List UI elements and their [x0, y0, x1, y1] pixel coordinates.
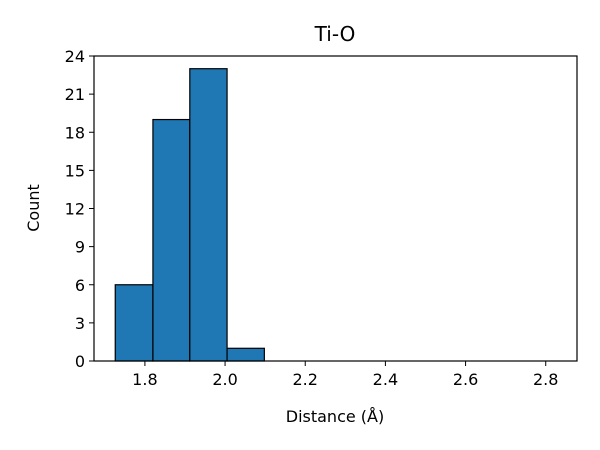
- histogram-bar: [115, 285, 153, 361]
- y-tick-label: 9: [75, 238, 85, 257]
- y-tick-label: 12: [65, 200, 85, 219]
- chart-title: Ti-O: [314, 22, 356, 46]
- y-tick-label: 3: [75, 314, 85, 333]
- histogram-bar: [190, 69, 227, 361]
- y-tick-label: 15: [65, 161, 85, 180]
- x-tick-label: 2.2: [293, 370, 318, 389]
- y-tick-label: 21: [65, 85, 85, 104]
- x-axis: 1.8 2.0 2.2 2.4 2.6 2.8: [132, 361, 558, 389]
- histogram-bar: [227, 348, 264, 361]
- y-tick-label: 24: [65, 47, 85, 66]
- y-tick-label: 18: [65, 123, 85, 142]
- y-tick-label: 6: [75, 276, 85, 295]
- bars-group: [115, 69, 264, 361]
- y-tick-label: 0: [75, 352, 85, 371]
- y-axis-label: Count: [24, 184, 43, 232]
- x-tick-label: 2.8: [533, 370, 558, 389]
- x-tick-label: 2.0: [212, 370, 237, 389]
- x-tick-label: 2.4: [373, 370, 398, 389]
- y-axis: 0 3 6 9 12 15 18 21 24: [65, 47, 94, 371]
- x-tick-label: 1.8: [132, 370, 157, 389]
- x-tick-label: 2.6: [453, 370, 478, 389]
- histogram-bar: [153, 120, 190, 361]
- x-axis-label: Distance (Å): [286, 407, 384, 426]
